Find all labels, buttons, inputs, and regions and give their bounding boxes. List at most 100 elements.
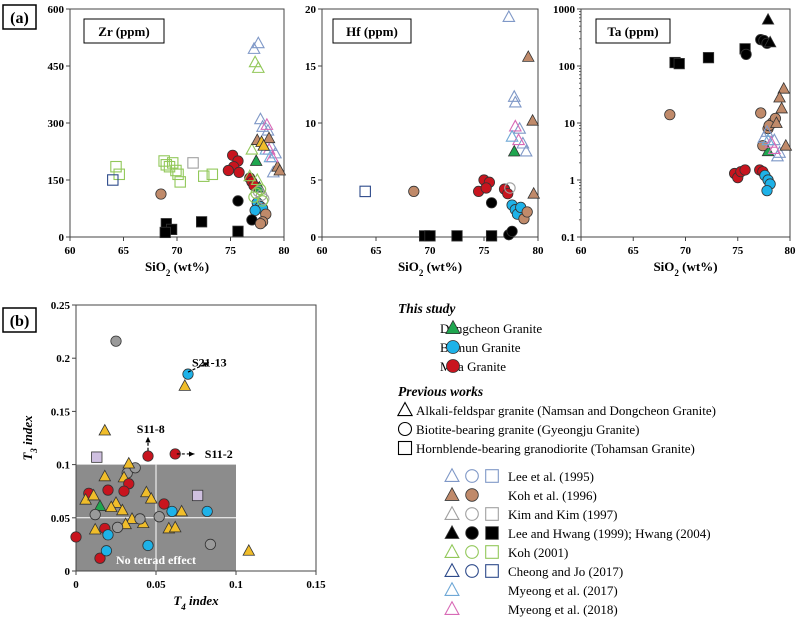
data-point <box>757 140 769 152</box>
data-point <box>142 450 154 462</box>
data-point <box>232 225 244 237</box>
x-tick-label: 70 <box>425 245 437 257</box>
data-points <box>664 12 793 197</box>
data-point <box>93 499 107 511</box>
panel-b-label-text: (b) <box>10 313 30 330</box>
data-points <box>70 335 256 564</box>
data-point <box>116 503 129 516</box>
data-point <box>253 112 268 125</box>
data-point <box>158 498 170 510</box>
data-point <box>172 168 184 181</box>
legend-hornblende-label: Hornblende-bearing granodiorite (Tohamsa… <box>416 441 695 456</box>
plot-title: Ta (ppm) <box>607 24 658 39</box>
data-point <box>118 485 130 497</box>
data-point <box>191 489 204 502</box>
data-point <box>502 9 516 23</box>
legend-ref-marker-circle <box>465 526 479 540</box>
y-tick-label: 0 <box>65 566 71 578</box>
y-tick-label: 0.1 <box>56 460 70 472</box>
data-point <box>89 509 101 521</box>
data-point <box>485 197 498 209</box>
data-point <box>485 230 498 242</box>
data-point <box>777 81 791 94</box>
data-point <box>153 511 165 523</box>
data-point <box>98 469 112 482</box>
x-axis-label: SiO2 (wt%) <box>653 259 717 278</box>
data-point <box>110 160 122 173</box>
panel-a-label: (a) <box>2 4 37 30</box>
plot-title-box <box>595 18 671 44</box>
plot-title-box <box>332 18 412 44</box>
data-point <box>110 335 122 347</box>
x-tick-label: 80 <box>533 245 545 257</box>
data-point <box>251 60 265 73</box>
data-point <box>232 195 244 207</box>
y-tick-label: 0.05 <box>51 513 71 525</box>
annotation-label: S11-8 <box>137 422 165 436</box>
x-tick-label: 80 <box>279 245 291 257</box>
legend-dongcheon-label: Dongcheon Granite <box>440 321 542 336</box>
annotation-arrowhead <box>188 451 195 457</box>
y-tick-label: 20 <box>305 4 317 16</box>
data-point <box>508 95 522 108</box>
data-point <box>102 529 114 541</box>
data-point <box>256 195 269 207</box>
y-tick-label: 150 <box>48 175 65 187</box>
data-point <box>273 163 287 176</box>
data-point <box>755 107 767 119</box>
x-tick-label: 0.05 <box>146 579 166 591</box>
data-point <box>107 174 119 186</box>
x-tick-label: 0.15 <box>306 579 326 591</box>
y-tick-label: 15 <box>305 61 317 73</box>
legend-ref-marker-triangle <box>444 486 460 501</box>
legend-marker-circle <box>397 421 413 437</box>
data-point <box>480 182 492 194</box>
legend-ref-koh1996: Koh et al. (1996) <box>508 488 597 503</box>
y-tick-label: 0.15 <box>51 406 71 418</box>
x-tick-label: 60 <box>65 245 77 257</box>
legend-biotite-label: Biotite-bearing granite (Gyeongju Granit… <box>416 422 639 437</box>
data-point <box>112 521 124 533</box>
data-point <box>88 522 102 535</box>
y-tick-label: 450 <box>48 61 65 73</box>
no-tetrad-label: No tetrad effect <box>116 553 196 567</box>
legend-ref-marker-triangle <box>444 543 460 558</box>
plot-title: Zr (ppm) <box>98 24 149 39</box>
data-point <box>178 379 192 391</box>
data-point <box>257 138 271 151</box>
tetrad-plot: No tetrad effect 0 0.05 0.1 0.15 0 0.05 0.1 0.15… <box>20 300 326 612</box>
y-tick-label: 0 <box>311 232 317 244</box>
data-point <box>507 89 521 102</box>
legend-marker-moa <box>446 359 460 373</box>
data-point <box>155 188 167 200</box>
data-point <box>673 58 685 70</box>
data-point <box>502 188 514 200</box>
x-axis-label: T4 index <box>173 593 219 612</box>
data-point <box>166 505 178 518</box>
data-point <box>206 168 219 181</box>
data-point <box>516 136 530 149</box>
legend-ref-marker-square <box>485 469 499 483</box>
panel-b-label: (b) <box>2 307 37 333</box>
x-tick-label: 70 <box>680 245 692 257</box>
panel-a-label-text: (a) <box>10 10 29 27</box>
data-point <box>521 50 535 62</box>
x-axis-label: SiO2 (wt%) <box>398 259 462 278</box>
legend-previous-title: Previous works <box>398 384 483 399</box>
data-point <box>761 12 775 25</box>
legend-ref-marker-circle <box>465 564 479 578</box>
data-point <box>242 543 256 556</box>
data-point <box>451 230 463 242</box>
x-tick-label: 80 <box>785 245 797 257</box>
zr-plot: 60 65 70 75 80 0 150 300 450 600 Zr (ppm) SiO2 (wt%… <box>48 4 291 278</box>
data-point <box>174 176 186 188</box>
data-point <box>772 145 787 158</box>
data-point <box>100 545 113 557</box>
data-point <box>739 164 751 176</box>
legend-ref-marker-circle <box>465 469 479 483</box>
data-point <box>702 52 715 64</box>
data-point <box>254 218 267 230</box>
data-point <box>198 170 210 182</box>
data-point <box>506 225 518 237</box>
